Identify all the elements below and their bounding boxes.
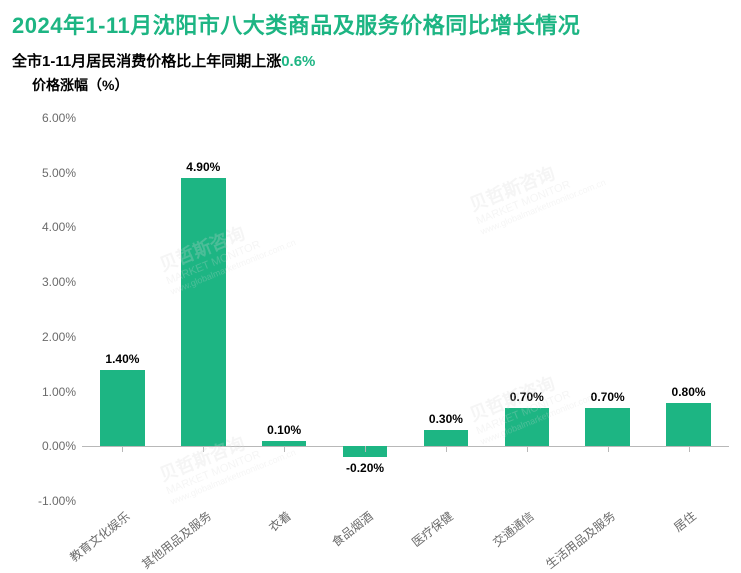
bar xyxy=(585,408,629,446)
y-tick-label: 6.00% xyxy=(42,111,76,125)
bar xyxy=(181,178,225,446)
bar-value-label: -0.20% xyxy=(346,461,384,475)
x-axis-labels: 教育文化娱乐其他用品及服务衣着食品烟酒医疗保健交通通信生活用品及服务居住 xyxy=(82,507,729,567)
subtitle-highlight: 0.6% xyxy=(281,53,315,70)
bar xyxy=(666,403,710,447)
y-tick-label: 5.00% xyxy=(42,166,76,180)
bar xyxy=(505,408,549,446)
x-tick xyxy=(527,446,528,452)
x-category-label: 交通通信 xyxy=(489,507,537,550)
x-tick xyxy=(122,446,123,452)
x-category-label: 衣着 xyxy=(265,507,294,535)
y-tick-label: 1.00% xyxy=(42,385,76,399)
x-tick xyxy=(203,446,204,452)
x-tick xyxy=(446,446,447,452)
axis-zero-line xyxy=(82,446,729,447)
y-tick-label: 2.00% xyxy=(42,330,76,344)
y-tick-label: 0.00% xyxy=(42,439,76,453)
x-tick xyxy=(608,446,609,452)
x-tick xyxy=(365,446,366,452)
x-category-label: 食品烟酒 xyxy=(328,507,376,550)
bar-value-label: 0.70% xyxy=(591,390,625,404)
bar xyxy=(100,370,144,447)
bar-value-label: 4.90% xyxy=(186,160,220,174)
y-axis: -1.00%0.00%1.00%2.00%3.00%4.00%5.00%6.00… xyxy=(24,118,82,501)
x-tick xyxy=(689,446,690,452)
bar-value-label: 0.80% xyxy=(672,385,706,399)
x-category-label: 医疗保健 xyxy=(408,507,456,550)
x-tick xyxy=(284,446,285,452)
y-axis-title: 价格涨幅（%） xyxy=(0,73,741,97)
plot-area: 1.40% 4.90% 0.10% -0.20% 0.30% 0.70% 0.70% 0.80… xyxy=(82,118,729,501)
y-tick-label: -1.00% xyxy=(38,494,76,508)
x-category-label: 教育文化娱乐 xyxy=(66,507,133,565)
subtitle-prefix: 全市1-11月居民消费价格比上年同期上涨 xyxy=(12,53,281,70)
bar-value-label: 0.10% xyxy=(267,423,301,437)
x-category-label: 居住 xyxy=(670,507,699,535)
bar-value-label: 0.70% xyxy=(510,390,544,404)
chart-area: -1.00%0.00%1.00%2.00%3.00%4.00%5.00%6.00… xyxy=(24,118,729,501)
x-category-label: 其他用品及服务 xyxy=(138,507,215,572)
bar-value-label: 1.40% xyxy=(105,352,139,366)
y-tick-label: 3.00% xyxy=(42,275,76,289)
y-tick-label: 4.00% xyxy=(42,220,76,234)
page-title: 2024年1-11月沈阳市八大类商品及服务价格同比增长情况 xyxy=(0,0,741,46)
bar xyxy=(424,430,468,446)
bar-value-label: 0.30% xyxy=(429,412,463,426)
subtitle-row: 全市1-11月居民消费价格比上年同期上涨0.6% xyxy=(0,46,741,73)
x-category-label: 生活用品及服务 xyxy=(542,507,619,572)
